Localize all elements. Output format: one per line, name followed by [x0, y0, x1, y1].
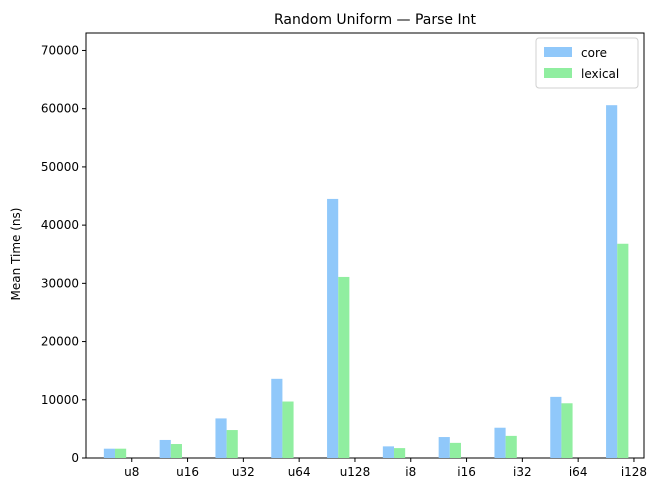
x-tick-label: i128: [621, 465, 647, 479]
x-tick-label: i64: [569, 465, 588, 479]
y-tick-label: 70000: [41, 43, 79, 57]
plot-area: 0 10000 20000 30000 40000 50000 60000 70000 u8 u1…: [41, 32, 647, 479]
x-tick-label: u64: [288, 465, 311, 479]
bar-core-i64: [550, 396, 562, 458]
legend-label-lexical: lexical: [581, 67, 619, 81]
bar-lexical-i64: [561, 403, 573, 458]
x-tick-label: u16: [176, 465, 199, 479]
legend-label-core: core: [581, 46, 607, 60]
legend-swatch-core: [544, 47, 572, 57]
bar-core-u32: [215, 418, 227, 458]
y-tick-label: 50000: [41, 160, 79, 174]
bar-lexical-u128: [338, 276, 350, 458]
bar-core-i8: [382, 446, 395, 458]
x-tick-label: i32: [513, 465, 532, 479]
y-tick-label: 10000: [41, 393, 79, 407]
legend: core lexical: [535, 37, 639, 89]
x-tick-label: u128: [340, 465, 371, 479]
bar-core-i128: [606, 105, 618, 459]
chart-title: Random Uniform — Parse Int: [274, 12, 476, 28]
bar-lexical-i128: [617, 243, 629, 458]
bar-lexical-i32: [505, 435, 517, 458]
y-tick-label: 30000: [41, 276, 79, 290]
plot-frame: [85, 32, 645, 459]
y-tick-label: 0: [71, 451, 79, 465]
x-tick-label: u8: [124, 465, 139, 479]
bar-core-i16: [438, 437, 450, 458]
bar-lexical-u16: [170, 444, 182, 458]
bar-core-u64: [271, 378, 283, 458]
bar-core-u8: [103, 448, 116, 458]
bar-lexical-i8: [394, 448, 406, 458]
bar-core-u16: [159, 439, 171, 458]
bar-core-u128: [327, 198, 339, 458]
legend-swatch-lexical: [544, 68, 572, 78]
y-tick-label: 20000: [41, 335, 79, 349]
x-tick-label: i8: [405, 465, 416, 479]
bar-lexical-u64: [282, 401, 294, 458]
bar-lexical-i16: [449, 442, 461, 458]
bar-lexical-u8: [115, 448, 127, 458]
bar-core-i32: [494, 427, 506, 458]
y-tick-label: 60000: [41, 102, 79, 116]
x-tick-label: u32: [232, 465, 255, 479]
bar-lexical-u32: [226, 430, 238, 458]
y-axis-label: Mean Time (ns): [9, 208, 23, 301]
x-tick-label: i16: [457, 465, 476, 479]
y-tick-label: 40000: [41, 218, 79, 232]
